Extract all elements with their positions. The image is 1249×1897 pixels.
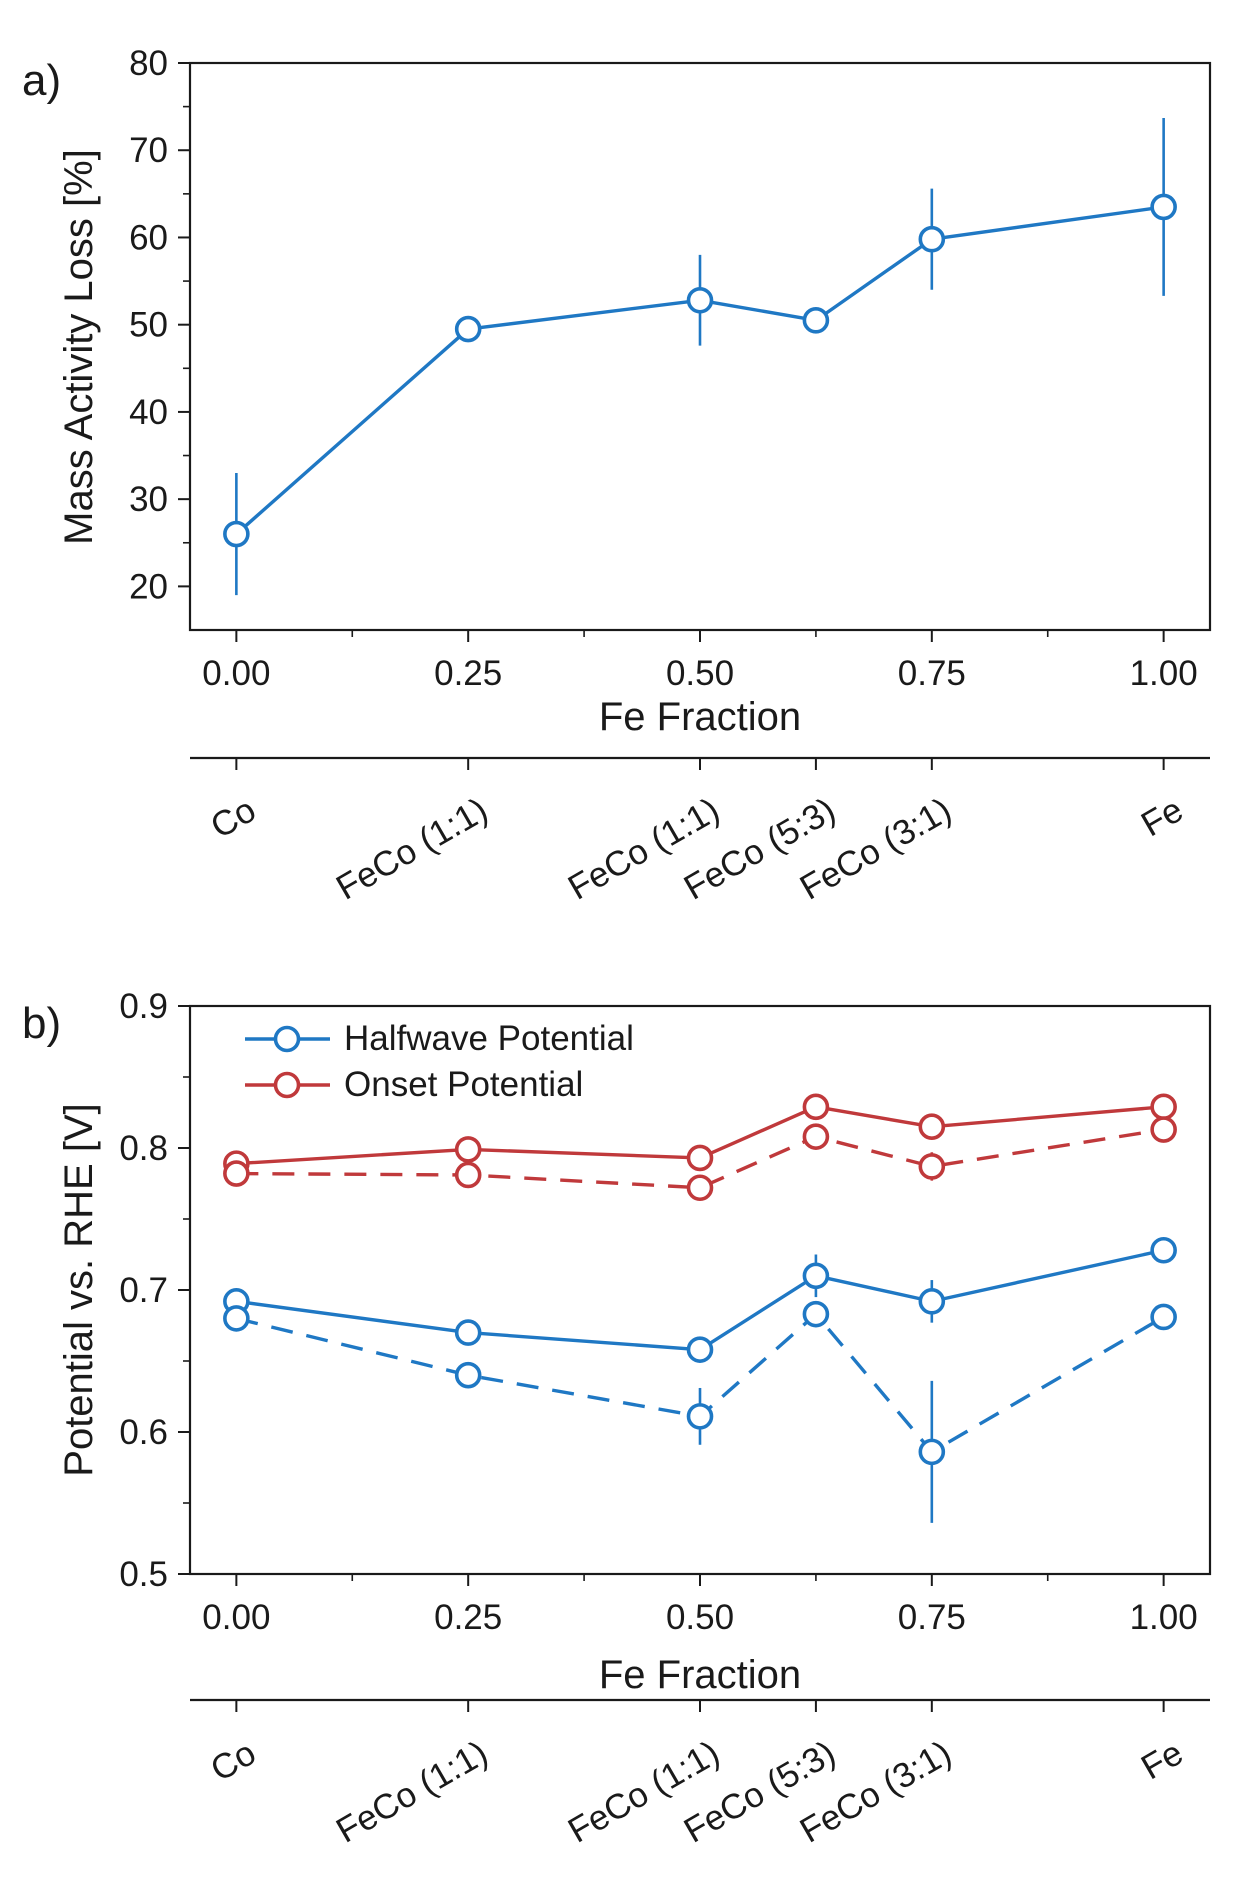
data-point (454, 1361, 482, 1389)
data-point (223, 1160, 250, 1187)
x-tick-label: 0.50 (666, 654, 734, 693)
data-point (686, 1403, 714, 1430)
data-point (1150, 193, 1177, 221)
series-line (236, 1127, 1164, 1190)
composition-label: Co (204, 1733, 262, 1789)
series-line (236, 1105, 1164, 1166)
y-tick-label: 80 (129, 44, 168, 83)
data-point (686, 1336, 714, 1363)
series-mass-activity-loss (223, 117, 1177, 596)
series-onset-potential-solid (223, 1093, 1177, 1177)
data-point (802, 1300, 830, 1328)
data-point (223, 1305, 250, 1332)
series-line (236, 1248, 1165, 1352)
y-tick-label: 70 (129, 131, 168, 170)
y-tick-label: 60 (129, 218, 168, 257)
data-point (1150, 1093, 1177, 1121)
x-tick-label: 0.25 (434, 654, 502, 693)
data-point (1150, 1236, 1177, 1264)
x-axis-title: Fe Fraction (599, 695, 801, 739)
series-onset-potential-dashed (223, 1116, 1177, 1202)
y-axis-title: Mass Activity Loss [%] (57, 149, 101, 545)
legend-marker (273, 1071, 301, 1099)
x-axis-title: Fe Fraction (599, 1653, 801, 1697)
y-tick-label: 50 (129, 306, 168, 345)
legend-label: Halfwave Potential (344, 1019, 634, 1058)
data-point (454, 1319, 482, 1346)
series-line (235, 1312, 1165, 1454)
panel-label: a) (22, 56, 61, 105)
x-tick-label: 0.75 (898, 1598, 966, 1637)
composition-label: Fe (1135, 790, 1190, 844)
legend-marker (273, 1025, 301, 1053)
panel-label: b) (22, 999, 61, 1048)
x-tick-label: 0.25 (434, 1598, 502, 1637)
data-point (454, 315, 482, 343)
y-tick-label: 30 (129, 480, 168, 519)
chart-panel-b: b) 0.5 0.6 0.7 0.8 0.9 0.00 0.25 0.50 0.75 1.00 Fe … (22, 987, 1212, 1851)
data-point (686, 286, 714, 314)
chart-panel-a: a) 20 30 40 50 60 70 80 0.00 0.25 0.50 0.75 1.00 Fe F… (22, 44, 1212, 908)
data-point (802, 1093, 830, 1121)
legend: Halfwave Potential Onset Potential (245, 1019, 634, 1104)
legend-label: Onset Potential (344, 1065, 583, 1104)
data-point (1150, 1116, 1177, 1143)
data-point (918, 225, 946, 253)
y-tick-label: 40 (129, 393, 168, 432)
data-point (454, 1136, 482, 1163)
composition-label: FeCo (1:1) (330, 1733, 494, 1850)
data-point (918, 1288, 946, 1315)
series-halfwave-potential-dashed (223, 1300, 1177, 1523)
data-point (1150, 1303, 1177, 1331)
x-tick-label: 1.00 (1130, 654, 1198, 693)
plot-frame (188, 1004, 1212, 1576)
data-point (918, 1153, 946, 1180)
x-tick-label: 1.00 (1130, 1598, 1198, 1637)
y-axis-title: Potential vs. RHE [V] (57, 1103, 101, 1476)
data-point (802, 1262, 830, 1290)
plot-frame (188, 61, 1212, 632)
data-point (686, 1174, 714, 1202)
x-tick-label: 0.75 (898, 654, 966, 693)
series-halfwave-potential-solid (223, 1236, 1177, 1363)
data-point (223, 520, 250, 548)
composition-label: FeCo (1:1) (330, 790, 494, 907)
x-tick-label: 0.00 (202, 1598, 270, 1637)
data-point (802, 307, 830, 334)
y-tick-label: 0.6 (119, 1413, 168, 1452)
composition-label: Fe (1135, 1733, 1190, 1787)
y-tick-label: 20 (129, 567, 168, 606)
y-tick-label: 0.9 (119, 987, 168, 1026)
series-line (235, 205, 1164, 536)
composition-label: Co (204, 790, 262, 846)
data-point (918, 1438, 946, 1466)
data-point (454, 1161, 482, 1189)
data-point (802, 1123, 830, 1150)
y-tick-label: 0.7 (119, 1271, 168, 1310)
y-tick-label: 0.5 (119, 1555, 168, 1594)
x-tick-label: 0.00 (202, 654, 270, 693)
y-tick-label: 0.8 (119, 1129, 168, 1168)
data-point (686, 1144, 714, 1172)
x-tick-label: 0.50 (666, 1598, 734, 1637)
data-point (918, 1113, 946, 1140)
